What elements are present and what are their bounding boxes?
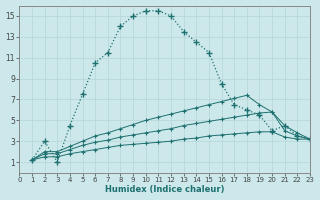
X-axis label: Humidex (Indice chaleur): Humidex (Indice chaleur) [105,185,224,194]
